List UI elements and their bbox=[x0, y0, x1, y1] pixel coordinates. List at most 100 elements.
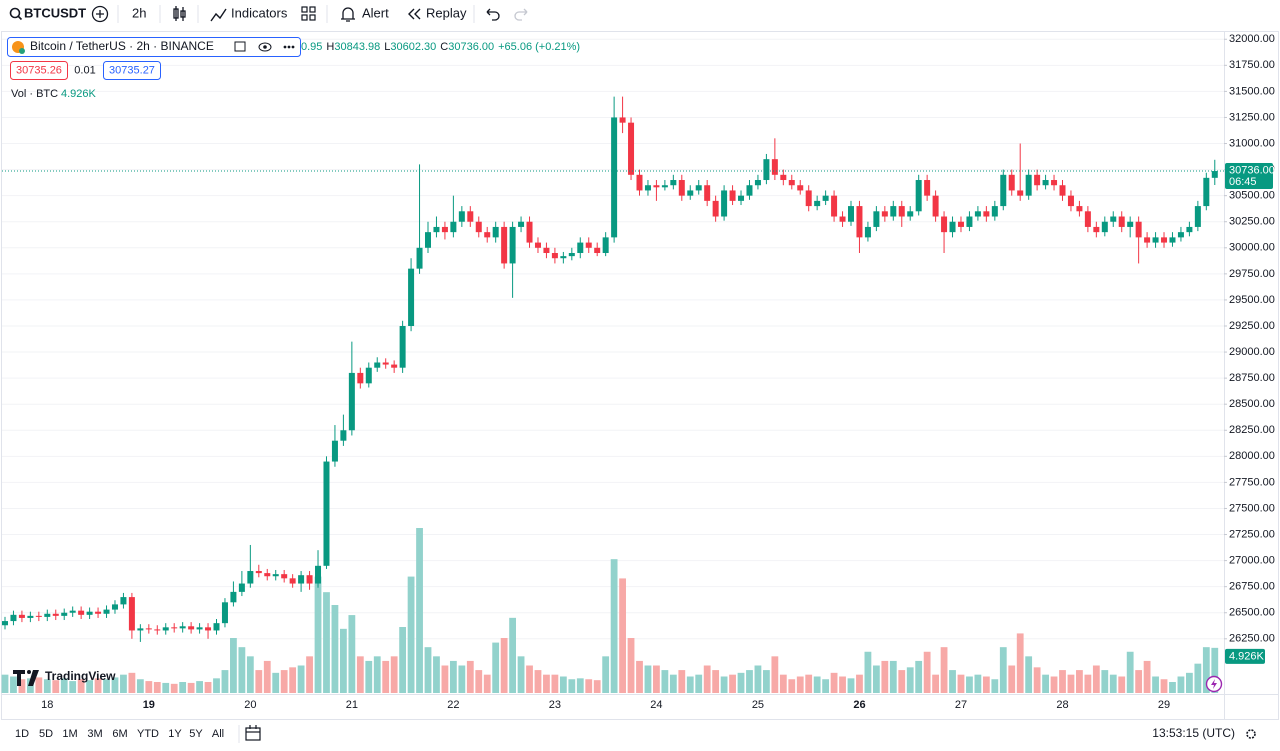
symbol-legend-box[interactable] bbox=[7, 37, 301, 57]
candle-body bbox=[2, 621, 8, 626]
volume-bar bbox=[1135, 670, 1143, 693]
volume-bar bbox=[593, 680, 601, 693]
x-tick-label: 18 bbox=[41, 699, 53, 711]
countdown: 06:45 bbox=[1229, 176, 1257, 188]
candle-body bbox=[458, 211, 465, 222]
y-tick-label: 27500.00 bbox=[1229, 502, 1275, 514]
volume-bar bbox=[906, 667, 914, 693]
volume-bar bbox=[923, 651, 931, 693]
symbol[interactable]: BTCUSDT bbox=[24, 5, 86, 20]
volume-bar bbox=[500, 638, 508, 693]
volume-bar bbox=[610, 559, 618, 693]
range-button[interactable]: 6M bbox=[112, 728, 127, 740]
volume-bar bbox=[1092, 665, 1100, 693]
candle-body bbox=[1017, 190, 1024, 196]
x-tick-label: 27 bbox=[955, 699, 967, 711]
candle-body bbox=[145, 628, 152, 630]
compare-button[interactable] bbox=[91, 5, 109, 23]
candle-body bbox=[120, 597, 127, 605]
eye-icon[interactable] bbox=[258, 42, 272, 52]
redo-button[interactable] bbox=[514, 8, 528, 21]
candle-body bbox=[340, 430, 347, 441]
logo: TradingView bbox=[13, 669, 116, 686]
layout-button[interactable] bbox=[301, 6, 316, 21]
more-button[interactable] bbox=[283, 45, 295, 49]
volume-bar bbox=[52, 680, 60, 693]
candle-body bbox=[957, 221, 964, 227]
replay-icon[interactable] bbox=[408, 8, 421, 20]
x-tick-label: 28 bbox=[1056, 699, 1068, 711]
range-button[interactable]: YTD bbox=[137, 728, 159, 740]
chart-frame bbox=[1, 31, 1279, 720]
range-button[interactable]: 5Y bbox=[189, 728, 203, 740]
volume-bar bbox=[120, 674, 127, 693]
ask-box[interactable] bbox=[103, 61, 161, 80]
volume-bar bbox=[348, 615, 356, 693]
alert-button[interactable]: Alert bbox=[362, 5, 389, 20]
volume-bar bbox=[661, 670, 669, 693]
candle-body bbox=[323, 461, 330, 566]
candle-body bbox=[949, 221, 956, 233]
volume-bar bbox=[289, 667, 297, 693]
chart-type-button[interactable] bbox=[173, 6, 186, 21]
volume-bar bbox=[847, 678, 855, 693]
x-tick-label: 29 bbox=[1158, 699, 1170, 711]
volume-bar bbox=[754, 665, 762, 693]
range-button[interactable]: 5D bbox=[39, 728, 53, 740]
volume-bar bbox=[1186, 672, 1193, 693]
candle-body bbox=[611, 117, 618, 238]
volume-bar bbox=[390, 656, 398, 693]
candle-body bbox=[1127, 221, 1134, 227]
candle-body bbox=[441, 226, 448, 233]
indicators-button[interactable]: Indicators bbox=[231, 5, 288, 20]
source-icon[interactable] bbox=[234, 41, 246, 52]
candle-body bbox=[1177, 232, 1184, 238]
x-tick-label: 25 bbox=[752, 699, 764, 711]
candle-body bbox=[653, 185, 660, 188]
date-range-button[interactable] bbox=[245, 725, 261, 741]
bid-box[interactable] bbox=[10, 61, 68, 80]
volume-bar bbox=[712, 670, 720, 693]
volume-bar bbox=[872, 665, 880, 693]
settings-button[interactable] bbox=[1246, 729, 1256, 739]
volume-bar bbox=[585, 679, 593, 693]
candle-body bbox=[44, 613, 51, 617]
y-tick-label: 30250.00 bbox=[1229, 216, 1275, 228]
candle-body bbox=[712, 200, 719, 217]
volume-bar bbox=[653, 665, 660, 693]
clock[interactable]: 13:53:15 (UTC) bbox=[1152, 726, 1235, 740]
volume-bar bbox=[830, 672, 838, 693]
alert-icon[interactable] bbox=[341, 7, 355, 22]
volume-bar bbox=[1177, 676, 1185, 693]
y-tick-label: 29500.00 bbox=[1229, 294, 1275, 306]
indicators-icon[interactable] bbox=[210, 8, 227, 22]
undo-button[interactable] bbox=[486, 8, 500, 21]
volume-bar bbox=[153, 682, 161, 693]
range-button[interactable]: All bbox=[212, 728, 224, 740]
volume-bar bbox=[1126, 651, 1134, 693]
volume-bar bbox=[864, 651, 872, 693]
y-tick-label: 27750.00 bbox=[1229, 476, 1275, 488]
candle-body bbox=[551, 253, 558, 259]
range-button[interactable]: 1Y bbox=[168, 728, 182, 740]
ask-price: 30735.27 bbox=[109, 64, 155, 76]
candle-body bbox=[577, 242, 584, 254]
replay-button[interactable]: Replay bbox=[426, 5, 467, 20]
candle-body bbox=[797, 185, 804, 191]
interval[interactable]: 2h bbox=[132, 5, 146, 20]
y-tick-label: 31250.00 bbox=[1229, 111, 1275, 123]
volume-bar bbox=[534, 670, 542, 693]
search-icon[interactable] bbox=[9, 7, 21, 19]
candle-body bbox=[205, 627, 212, 631]
y-tick-label: 29000.00 bbox=[1229, 346, 1275, 358]
range-button[interactable]: 1M bbox=[62, 728, 77, 740]
volume-bar bbox=[1016, 633, 1024, 693]
candle-body bbox=[543, 247, 550, 254]
volume-bar bbox=[1143, 660, 1151, 693]
volume-bar bbox=[644, 665, 652, 693]
candle-body bbox=[1076, 206, 1083, 212]
range-button[interactable]: 1D bbox=[15, 728, 29, 740]
range-button[interactable]: 3M bbox=[87, 728, 102, 740]
candle-body bbox=[754, 180, 761, 186]
volume-bar bbox=[179, 682, 187, 693]
